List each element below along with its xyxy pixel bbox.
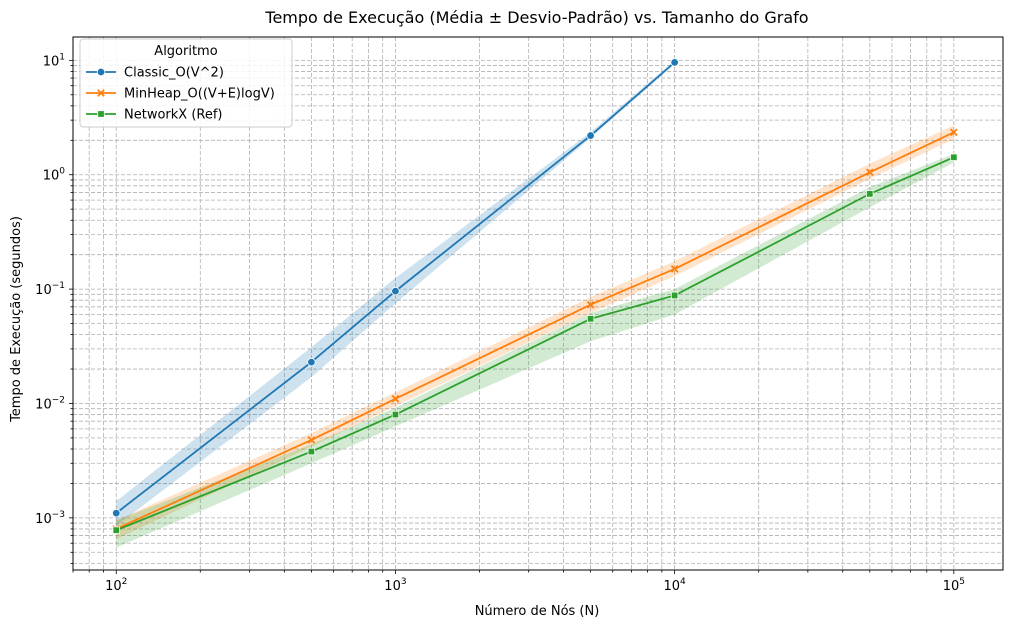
data-point-series-3 xyxy=(950,153,958,162)
legend-marker-3 xyxy=(97,110,105,118)
data-point-series-2 xyxy=(670,265,679,273)
legend-label-1: Classic_O(V^2) xyxy=(124,66,224,81)
x-axis-label: Número de Nós (N) xyxy=(475,604,600,619)
data-point-series-3 xyxy=(586,315,595,323)
legend-box xyxy=(79,38,293,128)
data-point-series-2 xyxy=(949,128,958,137)
data-point-series-1 xyxy=(112,508,121,518)
band-series-3 xyxy=(116,153,954,548)
data-point-series-3 xyxy=(866,190,874,198)
x-axis-ticks: 102 103 104 105 xyxy=(72,570,965,594)
series-markers xyxy=(112,58,958,534)
legend-marker-1 xyxy=(96,67,106,77)
data-point-series-2 xyxy=(865,168,874,177)
data-point-series-1 xyxy=(586,131,595,140)
data-point-series-2 xyxy=(391,394,400,403)
data-point-series-2 xyxy=(586,300,595,309)
y-tick-label: 10−1 xyxy=(35,281,65,298)
legend-marker-2 xyxy=(97,89,105,97)
data-point-series-1 xyxy=(307,357,316,367)
chart-title: Tempo de Execução (Média ± Desvio-Padrão… xyxy=(264,8,808,27)
x-tick-label: 102 xyxy=(105,577,127,594)
plot-frame xyxy=(72,36,1004,571)
data-point-series-2 xyxy=(307,436,316,444)
grid-lines xyxy=(72,37,1003,570)
data-point-series-3 xyxy=(391,410,400,419)
x-tick-label: 105 xyxy=(943,577,965,594)
y-tick-label: 10−3 xyxy=(35,510,65,527)
data-point-series-3 xyxy=(670,291,679,300)
data-point-series-3 xyxy=(112,526,120,534)
data-point-series-1 xyxy=(670,58,679,67)
legend-label-2: MinHeap_O((V+E)logV) xyxy=(124,87,275,102)
x-tick-label: 103 xyxy=(384,577,406,594)
x-tick-label: 104 xyxy=(663,577,686,594)
legend-label-3: NetworkX (Ref) xyxy=(124,108,222,123)
data-point-series-3 xyxy=(307,447,316,456)
data-point-series-1 xyxy=(391,286,400,296)
y-tick-label: 100 xyxy=(43,167,66,184)
legend: Algoritmo Classic_O(V^2) MinHeap_O((V+E)l… xyxy=(79,38,293,128)
legend-title: Algoritmo xyxy=(154,44,217,59)
y-axis-label: Tempo de Execução (segundos) xyxy=(9,216,24,423)
y-axis-ticks: 10−3 10−2 10−1 100 101 xyxy=(35,52,73,564)
y-tick-label: 10−2 xyxy=(35,395,65,412)
y-tick-label: 101 xyxy=(43,52,65,69)
